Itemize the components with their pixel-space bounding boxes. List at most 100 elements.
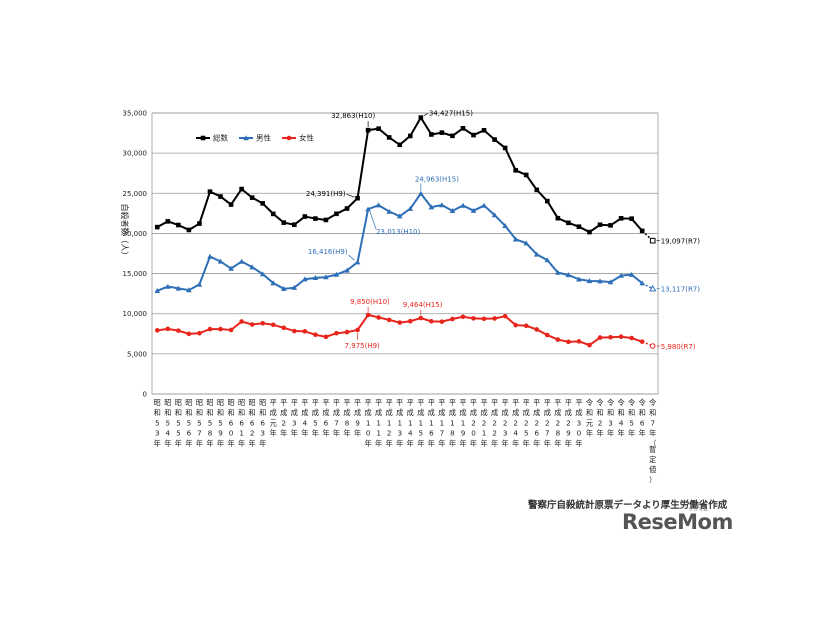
x-tick-label: 昭和 5 9 年 [217,398,224,448]
y-tick-label: 30,000 [123,150,148,158]
annotation-label: 23,013(H10) [376,228,420,236]
data-point [545,198,550,204]
data-point [260,201,265,206]
data-point [523,240,530,246]
annotation-leader [348,254,355,261]
data-point [292,328,297,334]
data-point [207,326,213,332]
data-point [165,326,171,332]
x-tick-label: 平成 4 年 [301,398,308,438]
data-point [597,335,603,340]
y-axis-label: 自殺者数（人） [120,204,130,260]
data-point [218,194,223,199]
data-point [196,281,203,287]
x-tick-label: 平成 2 3 年 [502,398,509,448]
data-point [407,318,413,324]
x-tick-label: 平成 1 2 年 [386,398,393,448]
resemom-logo: ReseMom [622,510,733,534]
data-point [597,222,603,228]
data-point [450,133,455,139]
x-tick-label: 昭和 5 5 年 [175,398,182,448]
data-point [481,316,487,322]
x-tick-label: 平成 2 6 年 [533,398,540,448]
data-point [249,264,255,270]
data-point [471,132,476,138]
data-point [481,128,487,133]
x-tick-label: 昭和 5 4 年 [164,398,171,448]
data-point [586,278,593,284]
data-point [523,172,529,178]
data-point [544,257,551,263]
data-point [608,223,613,228]
data-point [649,343,656,349]
data-point [333,271,340,277]
annotation-label: 24,963(H15) [415,176,459,184]
x-tick-label: 平成 2 5 年 [523,398,530,448]
data-point [618,216,624,221]
data-point [545,332,550,338]
data-point [291,284,298,290]
y-tick-label: 25,000 [123,190,148,198]
data-point [512,236,519,242]
data-point [607,279,614,285]
x-tick-label: 平成 5 年 [312,398,319,438]
data-point [587,342,592,348]
plot-frame [151,112,659,395]
data-point [629,335,634,341]
x-tick-label: 平成 1 7 年 [438,398,445,448]
data-point [533,251,540,257]
data-point [365,127,371,133]
annotation-leader [346,193,355,198]
annotation-label: 32,863(H10) [331,112,375,120]
data-point [471,316,476,321]
data-point [386,135,392,140]
data-point [280,286,287,292]
data-point [376,315,381,320]
data-point [239,319,244,324]
data-point [186,227,192,233]
data-point [344,267,350,273]
x-tick-label: 平成 1 4 年 [407,398,414,448]
data-point [629,216,634,221]
x-tick-label: 令和元年 [586,398,593,438]
x-tick-label: 平成 8 年 [343,398,350,438]
x-tick-label: 平成 2 1 年 [480,398,487,448]
data-point [649,237,656,244]
data-point [334,211,339,217]
data-point [460,314,466,320]
data-point [165,283,171,289]
annotation-leader [369,212,377,230]
data-point [576,224,582,229]
x-tick-label: 平成 1 5 年 [417,398,424,448]
data-point [470,207,477,213]
x-tick-label: 平成 1 9 年 [459,398,466,448]
data-point [323,334,329,340]
data-point [365,312,371,318]
data-point [154,287,161,293]
x-tick-label: 令和 2 年 [596,398,603,438]
data-point [565,272,572,278]
data-point [513,168,518,173]
data-point [312,275,319,281]
data-point [154,328,160,333]
x-tick-label: 平成 2 7 年 [544,398,551,448]
data-point [397,142,403,148]
x-tick-label: 令和 4 年 [618,398,625,438]
x-axis: 昭和 5 3 年昭和 5 4 年昭和 5 5 年昭和 5 6 年昭和 5 7 年昭和 5 8 年昭和 5 9 年昭和 6 0 年… [154,398,657,484]
x-tick-label: 平成元年 [270,398,277,438]
data-point [217,258,224,264]
data-point [249,195,255,200]
x-tick-label: 平成 2 0 年 [470,398,477,448]
data-point [323,274,329,280]
data-point [207,189,213,194]
data-point [566,339,571,345]
x-tick-label: 平成 7 年 [333,398,340,438]
annotation-leader [423,113,428,116]
data-point [407,133,413,139]
logo-subtext: リセマム [688,507,709,513]
data-point [228,202,234,207]
data-point [175,285,182,291]
grid-lines [151,112,659,395]
data-point [323,217,329,223]
